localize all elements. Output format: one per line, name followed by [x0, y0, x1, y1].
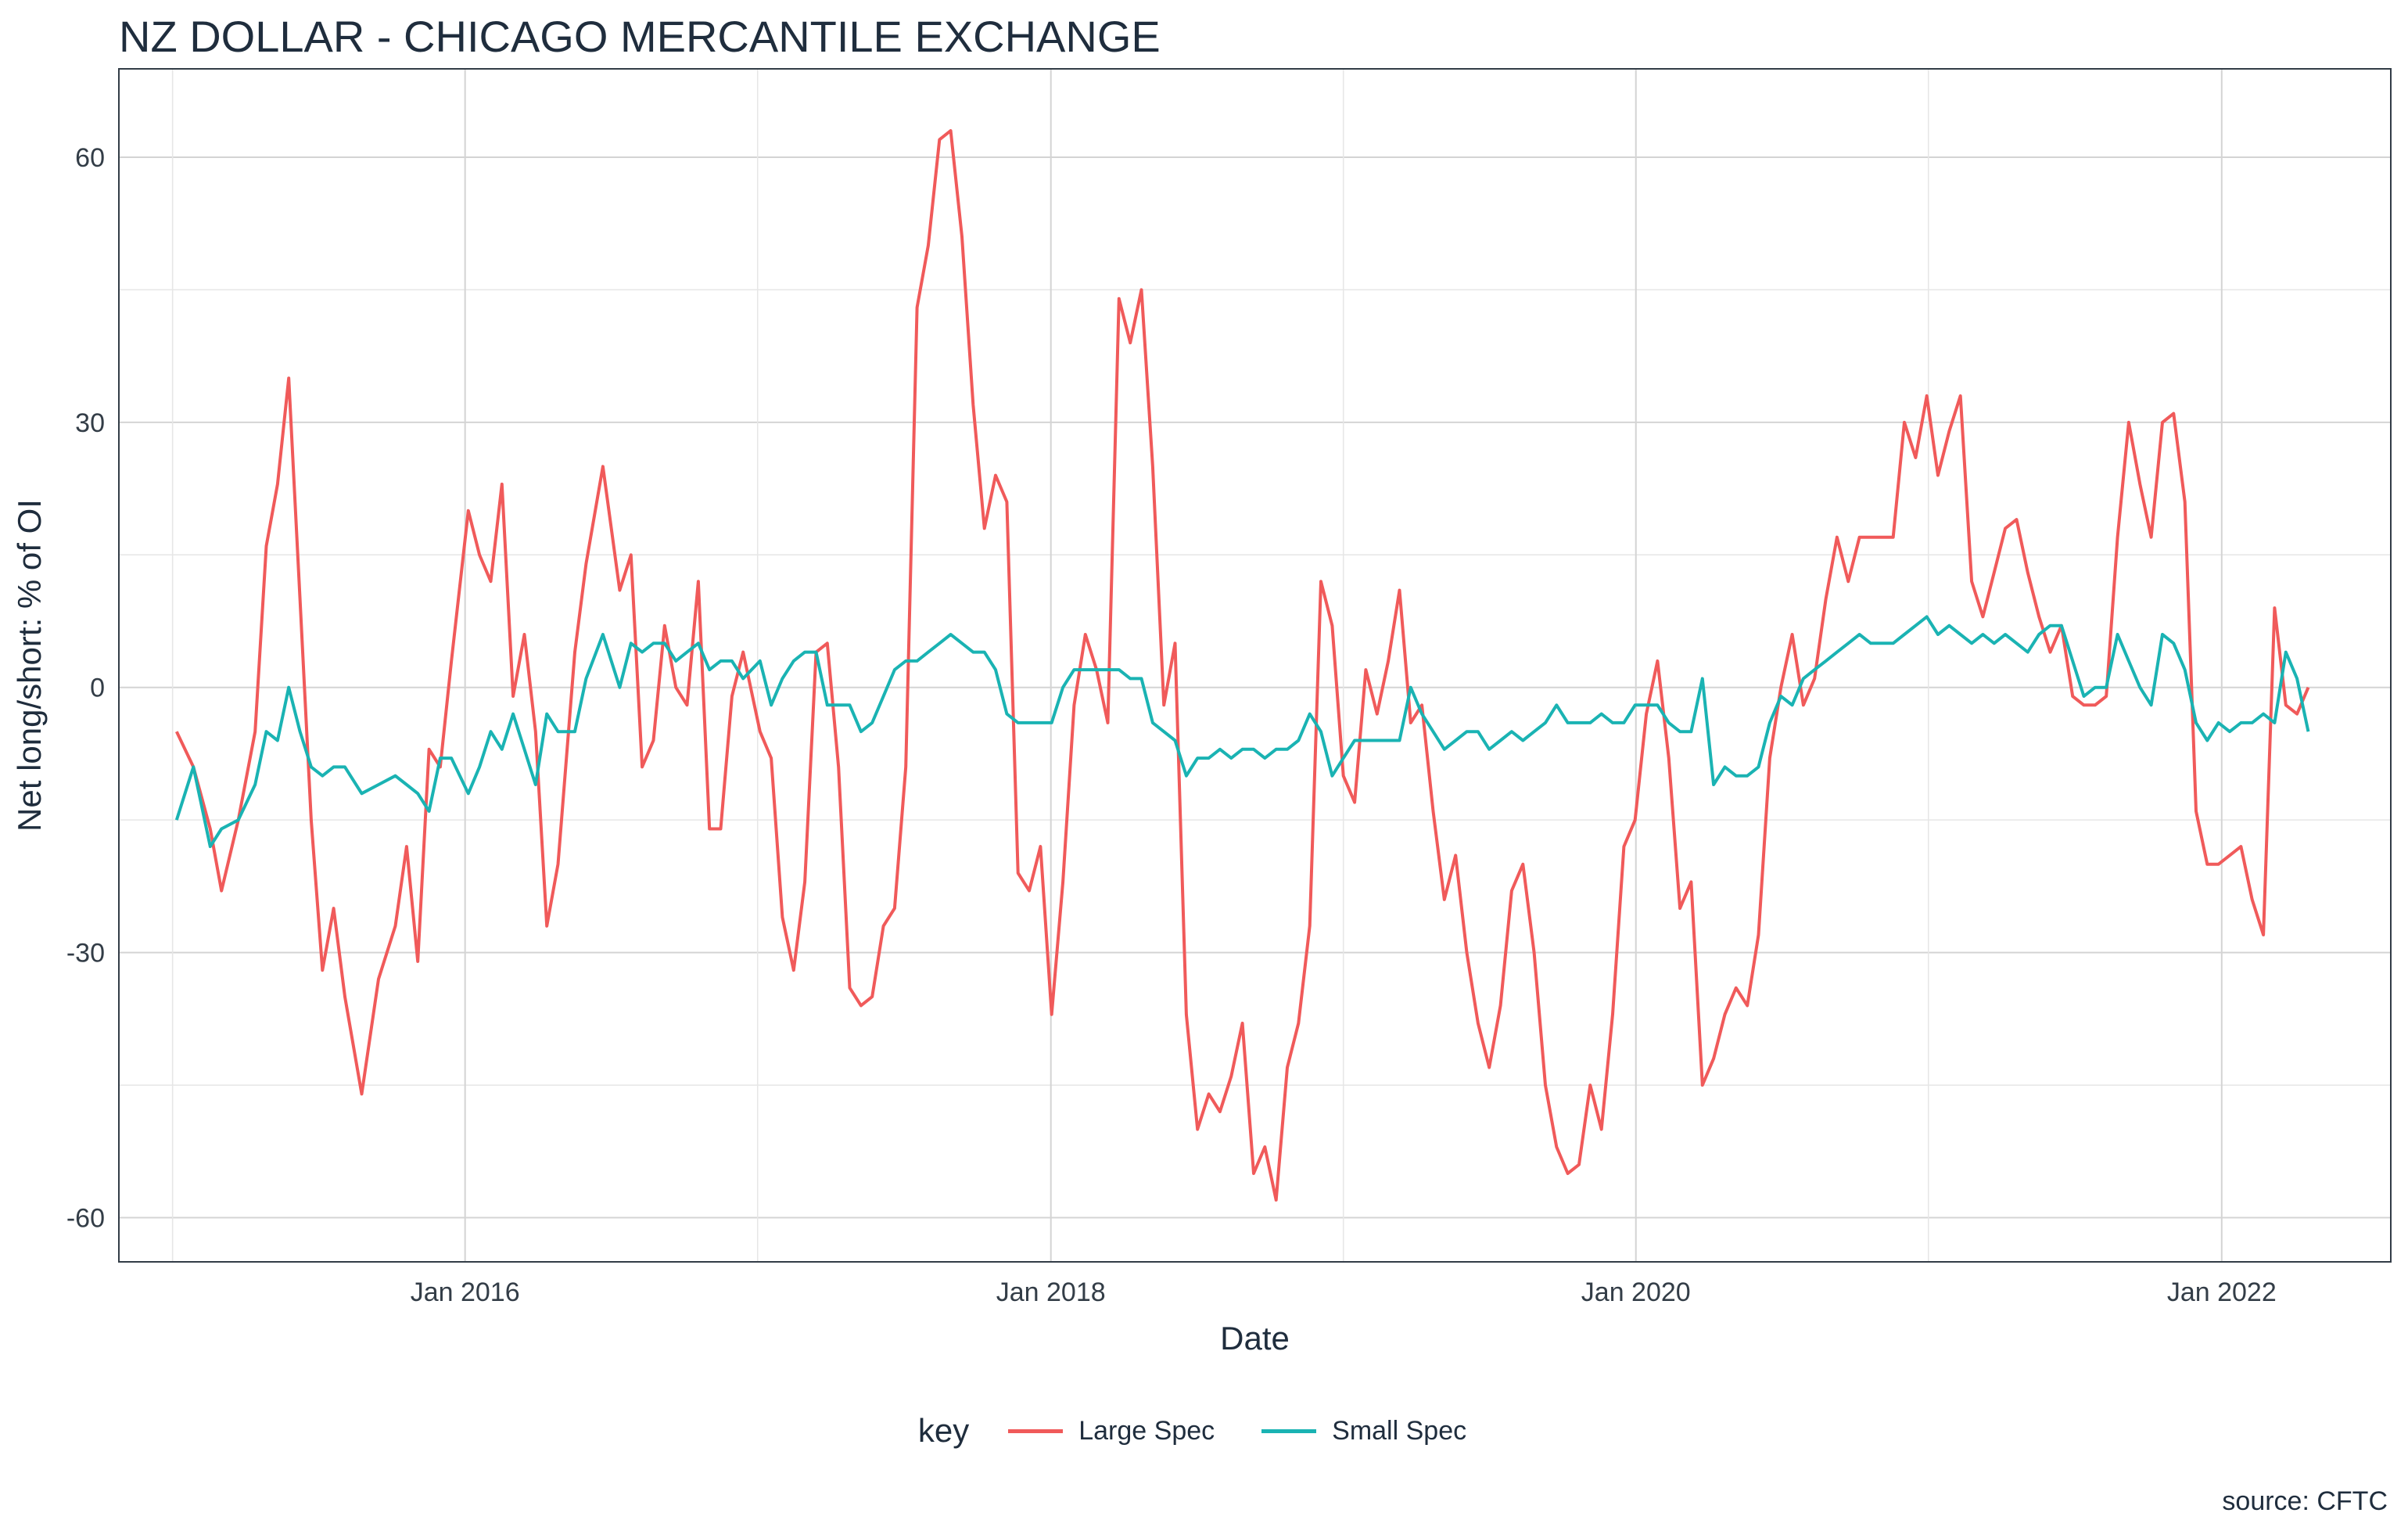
plot-panel-border — [118, 68, 2392, 1263]
x-axis-title: Date — [1220, 1320, 1290, 1357]
y-tick-label: 60 — [75, 143, 105, 173]
legend-item-small-spec: Small Spec — [1261, 1416, 1466, 1446]
x-tick-label: Jan 2022 — [2167, 1277, 2277, 1307]
series-line-large-spec — [174, 129, 2310, 1202]
x-tick-label: Jan 2018 — [996, 1277, 1106, 1307]
x-tick-label: Jan 2020 — [1581, 1277, 1691, 1307]
legend-item-large-spec: Large Spec — [1008, 1416, 1215, 1446]
legend: key Large Spec Small Spec — [0, 1412, 2408, 1450]
legend-swatch-small-spec — [1261, 1428, 1317, 1433]
x-tick-label: Jan 2016 — [411, 1277, 520, 1307]
series-line-small-spec — [174, 615, 2310, 849]
axis-ticks: 60 30 0 -30 -60 Jan 2016 Jan 2018 Jan 2020 Jan 2… — [66, 143, 2277, 1307]
legend-swatch-large-spec — [1008, 1428, 1064, 1433]
legend-label-large-spec: Large Spec — [1078, 1415, 1215, 1446]
y-tick-label: 0 — [90, 674, 105, 703]
grid — [119, 69, 2391, 1262]
y-tick-label: 30 — [75, 408, 105, 438]
legend-label-small-spec: Small Spec — [1332, 1415, 1467, 1446]
y-tick-label: -60 — [66, 1204, 105, 1234]
series-lines — [174, 129, 2310, 1202]
source-caption: source: CFTC — [2222, 1486, 2388, 1516]
chart-title: NZ DOLLAR - CHICAGO MERCANTILE EXCHANGE — [119, 12, 1161, 61]
y-axis-title: Net long/short: % of OI — [11, 499, 48, 832]
y-tick-label: -30 — [66, 939, 105, 968]
legend-title: key — [917, 1412, 970, 1449]
